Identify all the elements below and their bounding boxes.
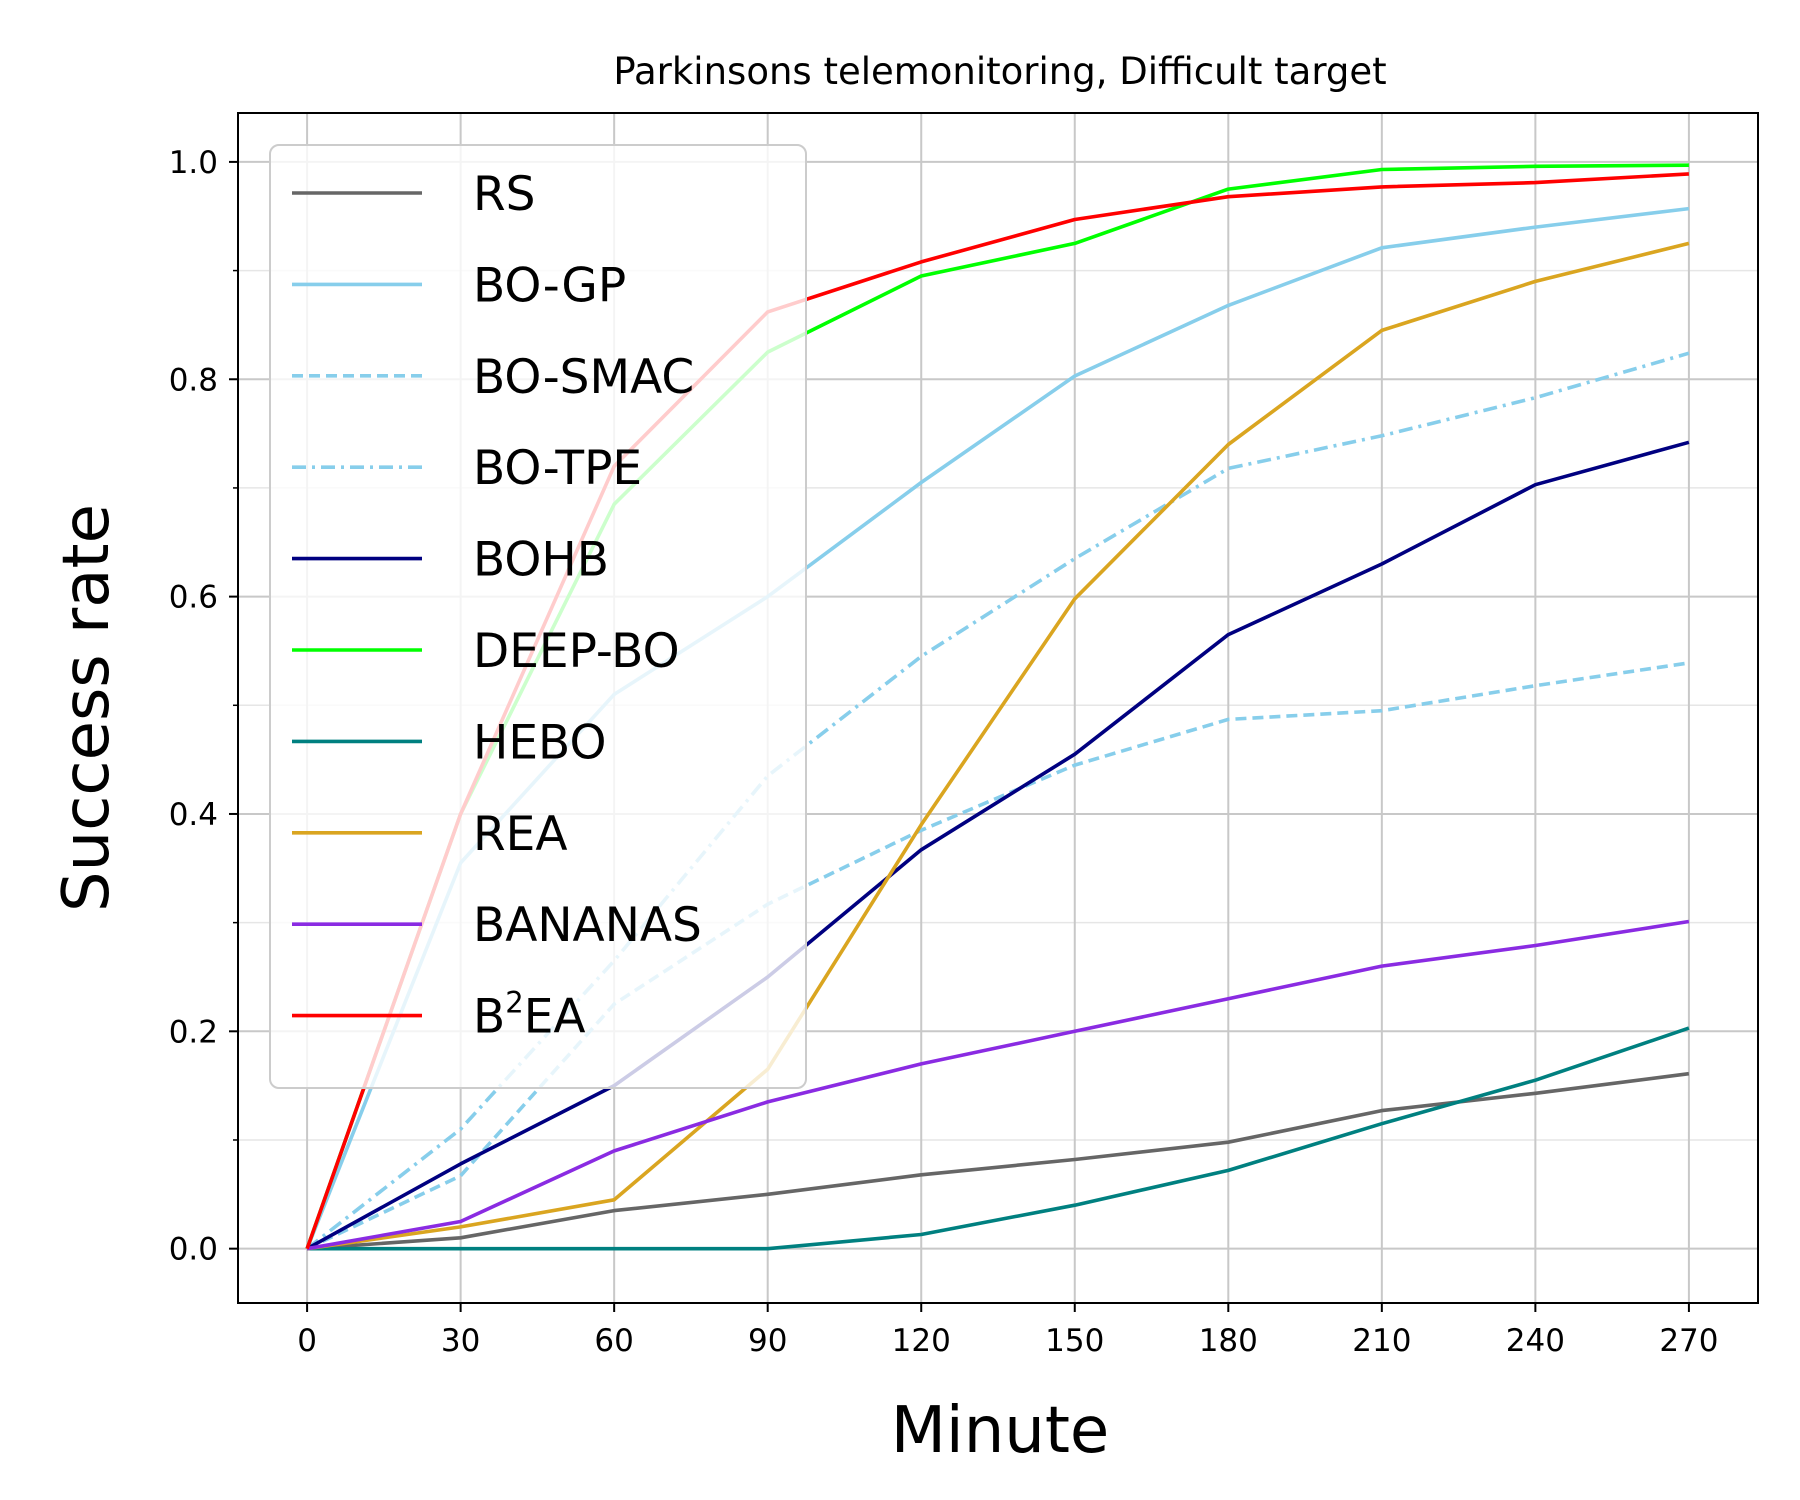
legend-label-rs: RS (473, 167, 536, 222)
y-tick-label: 0.0 (169, 1232, 218, 1268)
y-tick-label: 0.4 (169, 797, 218, 833)
x-tick-label: 120 (892, 1323, 951, 1359)
x-tick-label: 0 (297, 1323, 317, 1359)
legend-box (269, 144, 807, 1089)
y-tick-label: 0.6 (169, 580, 218, 616)
x-axis-ticks: 0 30 60 90 120 150 180 210 240 270 (297, 1303, 1718, 1359)
x-tick-label: 210 (1352, 1323, 1411, 1359)
legend: RS BO-GP BO-SMAC BO-TPE BOHB DEEP-BO HEBO REA BA… (269, 144, 807, 1089)
series-line-bo-smac (306, 661, 1690, 1251)
legend-label-bananas: BANANAS (473, 898, 702, 953)
y-tick-label: 0.2 (169, 1014, 218, 1050)
series-line-rea (306, 241, 1690, 1251)
y-tick-label: 1.0 (169, 145, 218, 181)
y-tick-label: 0.8 (169, 362, 218, 398)
x-tick-label: 90 (748, 1323, 787, 1359)
legend-label-rea: REA (473, 807, 568, 862)
legend-label-hebo: HEBO (473, 715, 606, 770)
x-tick-label: 60 (594, 1323, 633, 1359)
x-tick-label: 180 (1199, 1323, 1258, 1359)
x-tick-label: 30 (441, 1323, 480, 1359)
chart-title: Parkinsons telemonitoring, Difficult tar… (613, 50, 1386, 93)
legend-label-deep-bo: DEEP-BO (473, 624, 680, 679)
x-axis-title: Minute (891, 1394, 1110, 1468)
x-tick-label: 150 (1045, 1323, 1104, 1359)
legend-label-b-ea: B2EA (473, 986, 586, 1045)
series-line-bohb (306, 440, 1690, 1251)
series-line-bo-tpe (305, 351, 1690, 1251)
y-axis-title: Success rate (50, 504, 124, 912)
plot-area-frame (237, 112, 1759, 1304)
x-tick-label: 240 (1506, 1323, 1565, 1359)
y-axis-ticks: 0.0 0.2 0.4 0.6 0.8 1.0 (169, 145, 238, 1268)
legend-label-bo-smac: BO-SMAC (473, 350, 694, 405)
legend-label-bo-tpe: BO-TPE (473, 441, 642, 496)
series-line-bananas (306, 919, 1690, 1251)
series-line-hebo (307, 1026, 1690, 1251)
x-tick-label: 270 (1659, 1323, 1718, 1359)
legend-label-bohb: BOHB (473, 533, 609, 588)
legend-label-bo-gp: BO-GP (473, 258, 626, 313)
